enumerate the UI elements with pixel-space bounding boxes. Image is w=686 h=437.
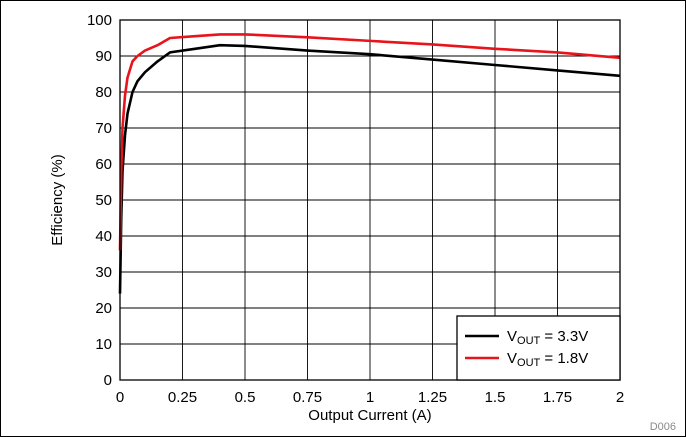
series-line-0 (118, 43, 621, 294)
x-tick-label: 0.75 (293, 389, 322, 406)
y-tick-label: 40 (95, 228, 112, 245)
series-lines (118, 33, 621, 294)
x-tick-label: 2 (616, 389, 624, 406)
y-tick-label: 70 (95, 120, 112, 137)
y-tick-label: 0 (104, 372, 112, 389)
x-tick-label: 0.5 (235, 389, 256, 406)
x-tick-label: 1.75 (543, 389, 572, 406)
legend-label-0: VOUT = 3.3V (507, 328, 588, 347)
x-tick-label: 1 (366, 389, 374, 406)
x-tick-label: 1.5 (485, 389, 506, 406)
plot-border (119, 19, 621, 381)
x-tick-label: 0.25 (168, 389, 197, 406)
legend: VOUT = 3.3V VOUT = 1.8V (456, 315, 621, 381)
y-tick-label: 50 (95, 192, 112, 209)
y-tick-label: 20 (95, 300, 112, 317)
x-axis-label: Output Current (A) (308, 407, 431, 424)
y-tick-label: 10 (95, 336, 112, 353)
series-line-1 (118, 33, 621, 251)
figure-id: D006 (650, 421, 676, 433)
legend-label-1: VOUT = 1.8V (507, 350, 588, 369)
y-tick-labels: 0 10 20 30 40 50 60 70 80 90 100 (87, 12, 112, 389)
x-tick-label: 0 (116, 389, 124, 406)
y-tick-label: 100 (87, 12, 112, 29)
y-tick-label: 80 (95, 84, 112, 101)
x-tick-labels: 0 0.25 0.5 0.75 1 1.25 1.5 1.75 2 (116, 389, 624, 406)
legend-box (456, 315, 621, 381)
x-tick-label: 1.25 (418, 389, 447, 406)
y-axis-label: Efficiency (%) (49, 154, 66, 245)
y-tick-label: 30 (95, 264, 112, 281)
y-tick-label: 60 (95, 156, 112, 173)
y-tick-label: 90 (95, 48, 112, 65)
